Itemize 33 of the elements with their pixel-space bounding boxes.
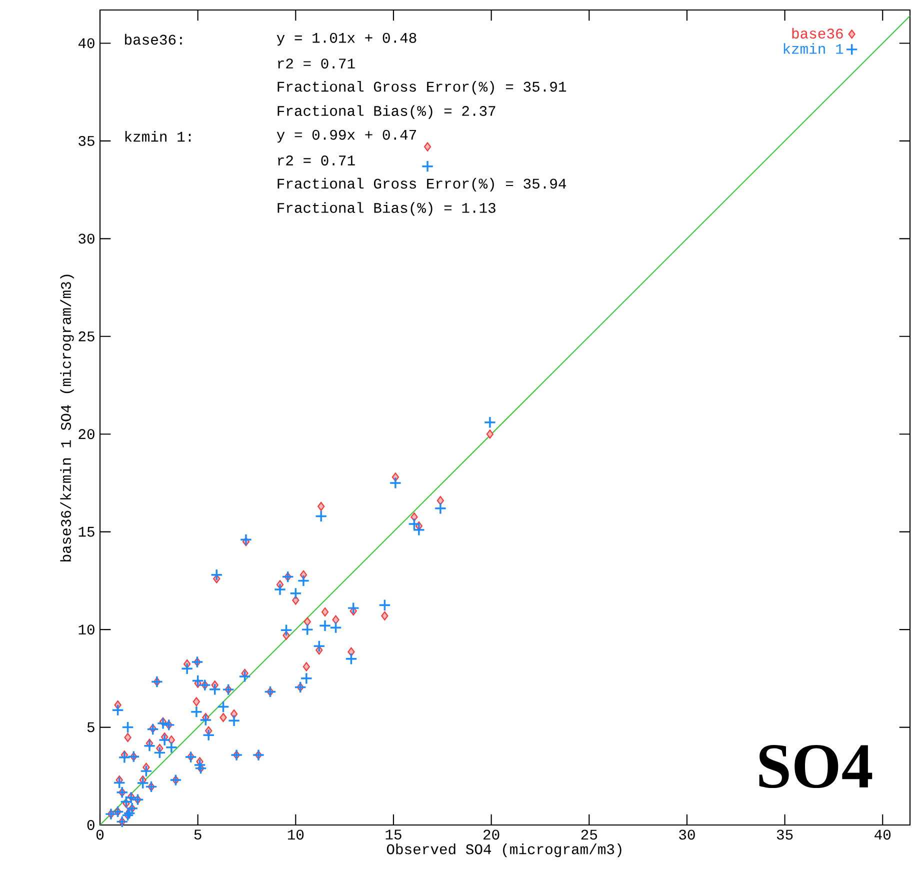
x-tick-label: 20: [484, 830, 500, 840]
y-tick-label: 10: [78, 624, 94, 635]
annotation: base36:: [125, 34, 182, 45]
x-tick-label: 0: [96, 830, 104, 840]
x-axis-title: Observed SO4 (microgram/m3): [386, 843, 622, 858]
y-tick-label: 20: [78, 429, 94, 440]
x-tick-label: 10: [288, 830, 304, 840]
annotation: y = 0.99x + 0.47: [276, 130, 416, 143]
x-tick-label: 5: [194, 830, 202, 840]
legend-label: base36: [792, 28, 843, 39]
annotation: Fractional Gross Error(%) = 35.91: [278, 80, 566, 95]
annotation: r2 = 0.71: [278, 156, 355, 166]
annotation: r2 = 0.71: [278, 58, 355, 69]
y-axis-title: base36/kzmin 1 SO4 (microgram/m3): [60, 274, 74, 562]
legend-label: kzmin 1: [784, 43, 844, 54]
y-tick-label: 30: [78, 234, 94, 244]
x-tick-label: 30: [679, 830, 695, 840]
x-tick-label: 40: [874, 830, 891, 840]
annotation: y = 1.01x + 0.48: [276, 32, 416, 46]
x-tick-label: 25: [581, 830, 597, 840]
annotation: Fractional Bias(%) = 1.13: [278, 202, 496, 216]
y-tick-label: 15: [78, 526, 94, 537]
y-tick-label: 25: [78, 331, 94, 342]
y-tick-label: 0: [87, 820, 94, 830]
annotation: Fractional Bias(%) = 2.37: [278, 105, 496, 119]
annotation: Fractional Gross Error(%) = 35.94: [278, 178, 566, 192]
y-tick-label: 35: [78, 136, 94, 146]
text: SO4: [759, 745, 872, 788]
y-tick-label: 5: [87, 722, 94, 732]
x-tick-label: 35: [776, 830, 793, 840]
y-tick-label: 40: [78, 38, 94, 48]
x-tick-label: 15: [386, 830, 402, 840]
annotation: kzmin 1:: [125, 130, 191, 142]
